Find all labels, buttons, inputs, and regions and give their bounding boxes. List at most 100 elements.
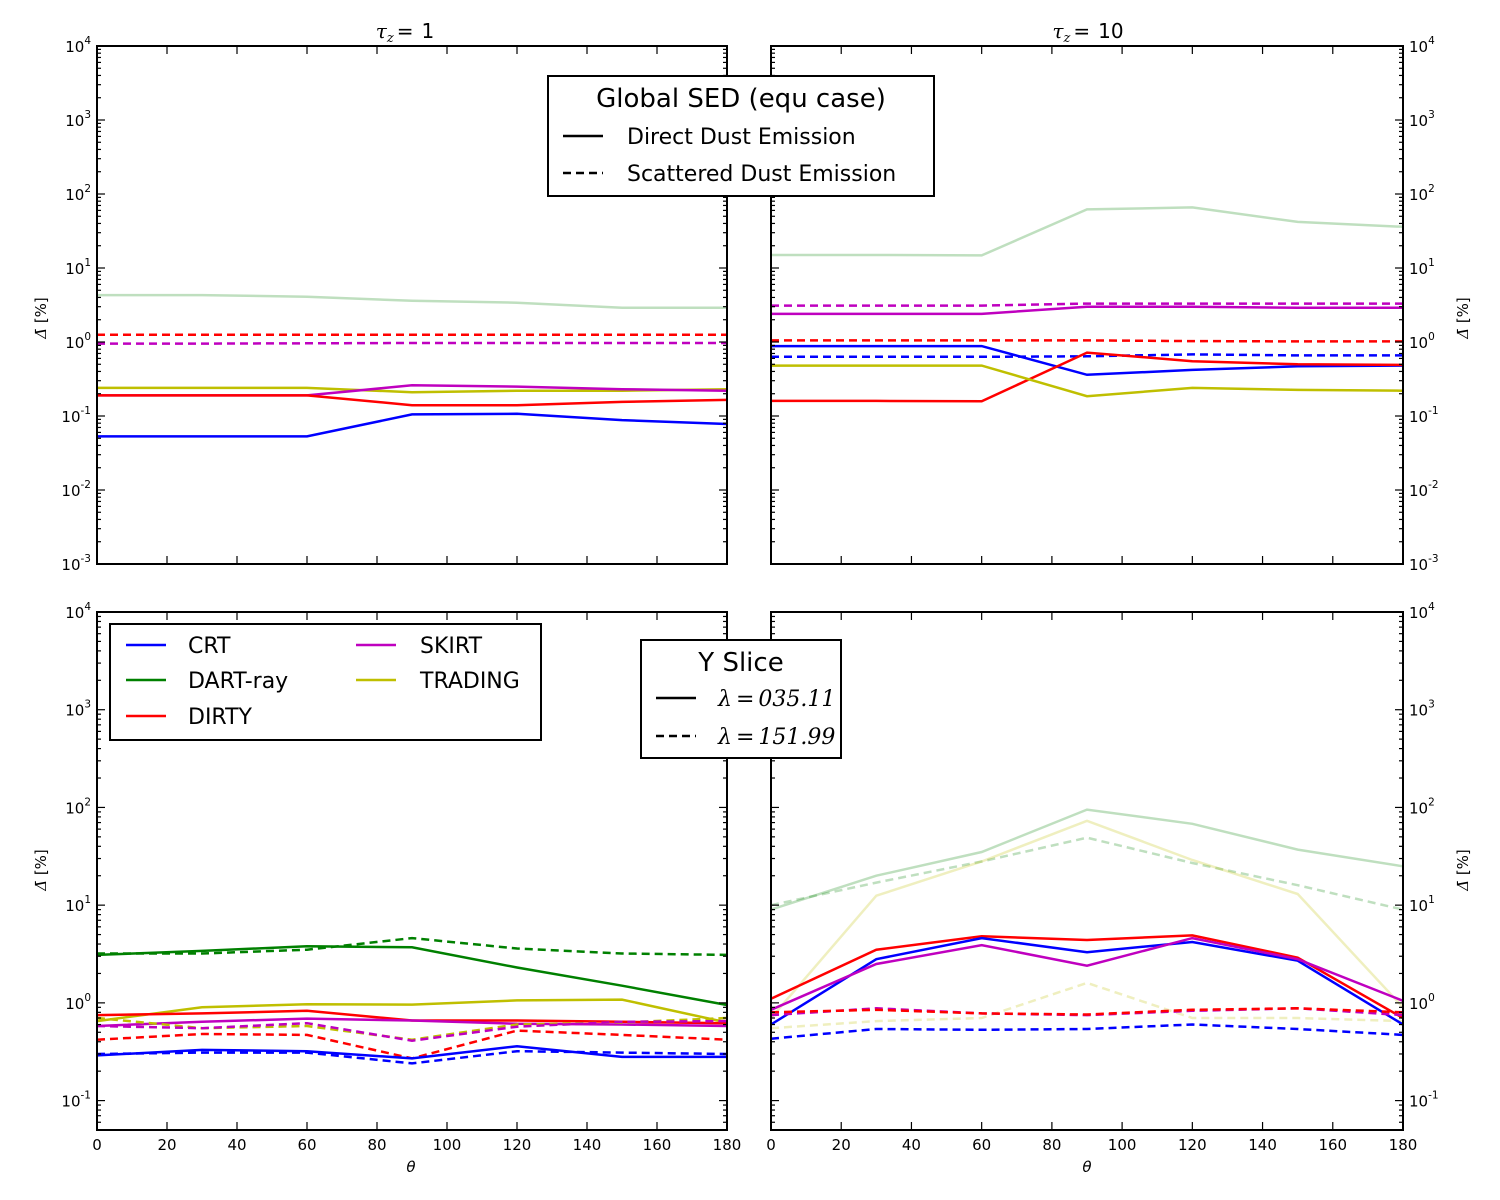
x-tick-label: 80 bbox=[367, 1136, 386, 1154]
x-tick-label: 100 bbox=[433, 1136, 462, 1154]
x-tick-label: 120 bbox=[1178, 1136, 1207, 1154]
series-dirty-solid bbox=[770, 934, 1404, 1020]
y-tick-mantissa: 10 bbox=[1409, 334, 1428, 352]
y-tick-label: 101 bbox=[65, 894, 91, 915]
y-tick-exponent: -3 bbox=[81, 553, 91, 565]
xlabel-right: θ bbox=[1082, 1158, 1091, 1176]
x-tick-label: 180 bbox=[1389, 1136, 1418, 1154]
y-tick-mantissa: 10 bbox=[65, 995, 84, 1013]
y-tick-exponent: 2 bbox=[84, 183, 91, 195]
y-tick-exponent: 3 bbox=[84, 109, 91, 121]
panel-bottom-left: 0 20 40 60 80 100 120 140 160 1801041031021011001… bbox=[61, 601, 741, 1154]
x-tick-label: 180 bbox=[713, 1136, 742, 1154]
y-tick-label: 101 bbox=[65, 257, 91, 278]
series-dart-ray-solid bbox=[96, 944, 728, 1007]
y-tick-mantissa: 10 bbox=[1409, 112, 1428, 130]
axes-frame bbox=[96, 611, 728, 1131]
y-tick-exponent: 3 bbox=[84, 699, 91, 711]
y-tick-mantissa: 10 bbox=[1409, 482, 1428, 500]
x-tick-label: 100 bbox=[1108, 1136, 1137, 1154]
y-tick-mantissa: 10 bbox=[65, 38, 84, 56]
series-trading-solid bbox=[97, 386, 728, 394]
y-tick-mantissa: 10 bbox=[65, 799, 84, 817]
legend-box bbox=[109, 623, 542, 741]
series-crt-solid bbox=[96, 1044, 727, 1060]
y-tick-label: 103 bbox=[1409, 109, 1435, 130]
series-skirt-solid bbox=[771, 305, 1403, 316]
y-tick-label: 103 bbox=[1409, 699, 1435, 720]
x-tick-label: 140 bbox=[1248, 1136, 1277, 1154]
series-skirt-solid bbox=[770, 936, 1404, 1011]
y-tick-mantissa: 10 bbox=[65, 112, 84, 130]
y-tick-exponent: 4 bbox=[84, 601, 91, 613]
y-tick-label: 10-3 bbox=[1409, 553, 1439, 574]
y-tick-mantissa: 10 bbox=[65, 186, 84, 204]
series-dart-ray-dashed bbox=[770, 836, 1404, 911]
y-tick-label: 10-1 bbox=[1409, 1090, 1439, 1111]
y-tick-exponent: 2 bbox=[1428, 183, 1435, 195]
y-tick-exponent: -2 bbox=[81, 479, 91, 491]
y-tick-mantissa: 10 bbox=[1409, 702, 1428, 720]
y-tick-label: 104 bbox=[65, 35, 91, 56]
y-tick-exponent: 0 bbox=[84, 992, 91, 1004]
y-tick-label: 100 bbox=[1409, 992, 1435, 1013]
legend-label: Scattered Dust Emission bbox=[627, 162, 896, 187]
y-tick-mantissa: 10 bbox=[65, 897, 84, 915]
y-tick-label: 104 bbox=[1409, 35, 1435, 56]
y-tick-exponent: 2 bbox=[1428, 796, 1435, 808]
y-tick-mantissa: 10 bbox=[1409, 38, 1428, 56]
legend-y-slice: Y Slice λ = 035.11 λ = 151.99 bbox=[640, 639, 842, 759]
y-tick-exponent: 4 bbox=[1428, 35, 1435, 47]
y-tick-exponent: 2 bbox=[84, 796, 91, 808]
x-tick-label: 80 bbox=[1042, 1136, 1061, 1154]
legend-label-dart-ray: DART-ray bbox=[188, 669, 288, 694]
y-tick-label: 10-2 bbox=[1409, 479, 1439, 500]
legend-label-skirt: SKIRT bbox=[420, 634, 483, 659]
xlabel-left: θ bbox=[406, 1158, 415, 1176]
y-tick-exponent: -1 bbox=[81, 1090, 91, 1102]
x-tick-label: 120 bbox=[503, 1136, 532, 1154]
y-tick-exponent: -1 bbox=[81, 405, 91, 417]
y-tick-mantissa: 10 bbox=[1409, 604, 1428, 622]
legend-label-lambda-2: λ = 151.99 bbox=[717, 725, 835, 750]
y-tick-exponent: 0 bbox=[1428, 331, 1435, 343]
y-tick-mantissa: 10 bbox=[61, 556, 80, 574]
col-title-right: τz = 10 bbox=[1052, 19, 1123, 46]
x-tick-label: 160 bbox=[1318, 1136, 1347, 1154]
ylabel-top-left: Δ̄ [%] bbox=[32, 297, 50, 340]
y-tick-exponent: 1 bbox=[1428, 894, 1435, 906]
legend-title: Global SED (equ case) bbox=[596, 84, 886, 114]
y-tick-mantissa: 10 bbox=[65, 334, 84, 352]
series-skirt-dashed bbox=[97, 341, 727, 345]
axes-frame bbox=[770, 45, 1404, 565]
series-trading-dashed bbox=[770, 981, 1404, 1030]
series-dirty-solid bbox=[771, 351, 1404, 403]
y-tick-mantissa: 10 bbox=[65, 702, 84, 720]
y-tick-label: 102 bbox=[65, 796, 91, 817]
series-trading-solid bbox=[771, 364, 1404, 398]
series-skirt-solid bbox=[96, 1017, 728, 1028]
series-skirt-dashed bbox=[96, 1019, 728, 1042]
y-tick-mantissa: 10 bbox=[1409, 897, 1428, 915]
y-tick-label: 102 bbox=[1409, 183, 1435, 204]
y-tick-exponent: -1 bbox=[1428, 405, 1438, 417]
y-tick-mantissa: 10 bbox=[1409, 556, 1428, 574]
y-tick-exponent: -2 bbox=[1428, 479, 1438, 491]
y-tick-label: 102 bbox=[1409, 796, 1435, 817]
y-tick-label: 103 bbox=[65, 699, 91, 720]
axes-frame bbox=[96, 45, 728, 565]
col-title-left: τz = 1 bbox=[376, 19, 434, 46]
y-tick-label: 101 bbox=[1409, 257, 1435, 278]
series-crt-solid bbox=[771, 344, 1404, 377]
x-tick-label: 40 bbox=[902, 1136, 921, 1154]
y-tick-label: 104 bbox=[1409, 601, 1435, 622]
y-tick-label: 101 bbox=[1409, 894, 1435, 915]
series-crt-dashed bbox=[96, 1049, 728, 1065]
x-tick-label: 20 bbox=[832, 1136, 851, 1154]
x-tick-label: 40 bbox=[227, 1136, 246, 1154]
y-tick-label: 10-1 bbox=[1409, 405, 1439, 426]
x-tick-label: 60 bbox=[972, 1136, 991, 1154]
legend-title: Y Slice bbox=[697, 648, 783, 678]
y-tick-label: 10-1 bbox=[61, 1090, 91, 1111]
legend-codes: CRT DART-ray DIRTY SKIRT TRADING bbox=[109, 623, 542, 741]
